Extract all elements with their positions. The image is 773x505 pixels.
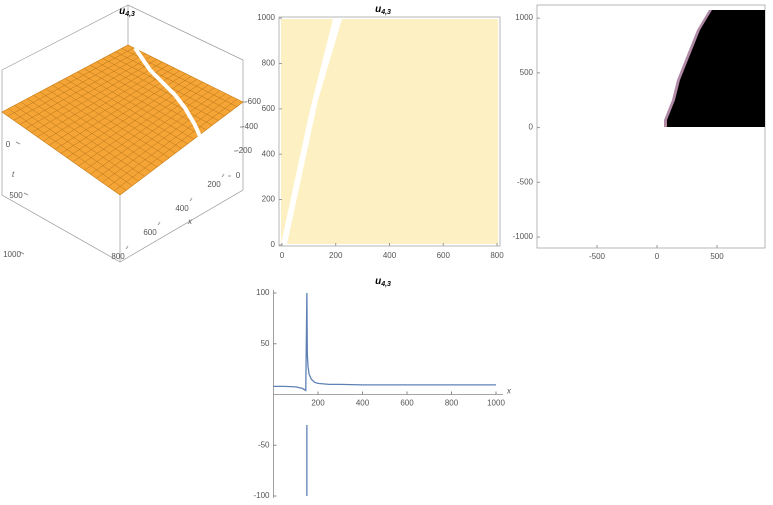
y-axis-label: t bbox=[12, 170, 15, 179]
mesh-line bbox=[71, 74, 188, 145]
mesh-line bbox=[90, 64, 207, 131]
y-tick-label: 0 bbox=[529, 123, 534, 132]
y-tick-label: 1000 bbox=[257, 13, 275, 22]
x-tick-label: -500 bbox=[589, 252, 606, 261]
x-tick-label: 600 bbox=[143, 228, 157, 237]
x-axis-label: x bbox=[506, 387, 512, 396]
x-tick-label: 400 bbox=[175, 204, 189, 213]
mesh-line bbox=[96, 90, 221, 179]
mesh-line bbox=[96, 61, 213, 126]
tick-mark bbox=[221, 173, 225, 178]
z-tick-label: 0 bbox=[236, 171, 241, 180]
mesh-line bbox=[84, 84, 209, 171]
x-tick-label: 800 bbox=[445, 399, 459, 408]
mesh-line bbox=[108, 96, 232, 187]
x-tick-label: 0 bbox=[280, 251, 285, 260]
y-tick-label: -100 bbox=[253, 491, 270, 500]
y-tick-label: 500 bbox=[9, 191, 23, 200]
x-tick-label: 0 bbox=[655, 252, 660, 261]
y-tick-label: 0 bbox=[271, 240, 276, 249]
mesh-line bbox=[72, 78, 198, 163]
x-axis-label: x bbox=[187, 217, 193, 226]
surface bbox=[1, 44, 244, 196]
surface-gap bbox=[133, 46, 207, 149]
y-tick-label: 800 bbox=[262, 59, 276, 68]
y-tick-label: 200 bbox=[262, 195, 276, 204]
series-line bbox=[273, 292, 496, 496]
title-text: u bbox=[375, 4, 381, 15]
y-tick-label: 500 bbox=[520, 68, 534, 77]
title-subscript: 4,3 bbox=[124, 11, 135, 18]
y-tick-label: -50 bbox=[258, 440, 270, 449]
mesh-line bbox=[78, 81, 203, 167]
title-subscript: 4,3 bbox=[380, 9, 391, 16]
mesh-line bbox=[113, 98, 238, 192]
mesh-line bbox=[102, 93, 226, 183]
y-tick-label: 600 bbox=[262, 104, 276, 113]
mesh-line bbox=[102, 58, 219, 121]
y-tick-label: 50 bbox=[261, 339, 270, 348]
x-tick-label: 600 bbox=[400, 399, 414, 408]
y-tick-label: -500 bbox=[517, 177, 534, 186]
y-tick-label: 1000 bbox=[3, 250, 21, 259]
x-tick-label: 200 bbox=[329, 251, 343, 260]
mesh-line bbox=[90, 87, 215, 175]
contour-region bbox=[281, 19, 498, 244]
z-tick-label: -400 bbox=[242, 122, 259, 131]
x-tick-label: 800 bbox=[111, 252, 125, 261]
mesh-line bbox=[77, 71, 194, 140]
tick-mark bbox=[157, 221, 161, 226]
tick-mark bbox=[15, 141, 21, 145]
x-tick-label: 800 bbox=[490, 251, 504, 260]
chart-title: u4,3 bbox=[119, 6, 135, 18]
y-tick-label: 0 bbox=[6, 140, 11, 149]
tick-mark bbox=[189, 197, 193, 202]
y-tick-label: 100 bbox=[256, 288, 270, 297]
contour-gap bbox=[281, 19, 342, 244]
x-tick-label: 200 bbox=[207, 180, 221, 189]
y-tick-label: -1000 bbox=[513, 232, 534, 241]
title-text: u bbox=[119, 6, 125, 17]
x-tick-label: 600 bbox=[437, 251, 451, 260]
tick-mark bbox=[23, 192, 29, 196]
tick-mark bbox=[19, 251, 25, 255]
y-tick-label: 400 bbox=[262, 149, 276, 158]
title-subscript: 4,3 bbox=[380, 281, 391, 288]
chart-title: u4,3 bbox=[375, 4, 391, 16]
x-tick-label: 1000 bbox=[487, 399, 505, 408]
z-tick-label: -600 bbox=[245, 97, 262, 106]
x-tick-label: 200 bbox=[311, 399, 325, 408]
x-tick-label: 500 bbox=[710, 252, 724, 261]
y-tick-label: 1000 bbox=[515, 13, 533, 22]
mesh-line bbox=[83, 68, 201, 135]
tick-mark bbox=[125, 245, 129, 250]
chart-title: u4,3 bbox=[375, 276, 391, 288]
z-tick-label: -200 bbox=[236, 146, 253, 155]
mesh-line bbox=[115, 51, 231, 112]
title-text: u bbox=[375, 276, 381, 287]
x-tick-label: 400 bbox=[356, 399, 370, 408]
density-region bbox=[667, 10, 765, 127]
x-tick-label: 400 bbox=[383, 251, 397, 260]
